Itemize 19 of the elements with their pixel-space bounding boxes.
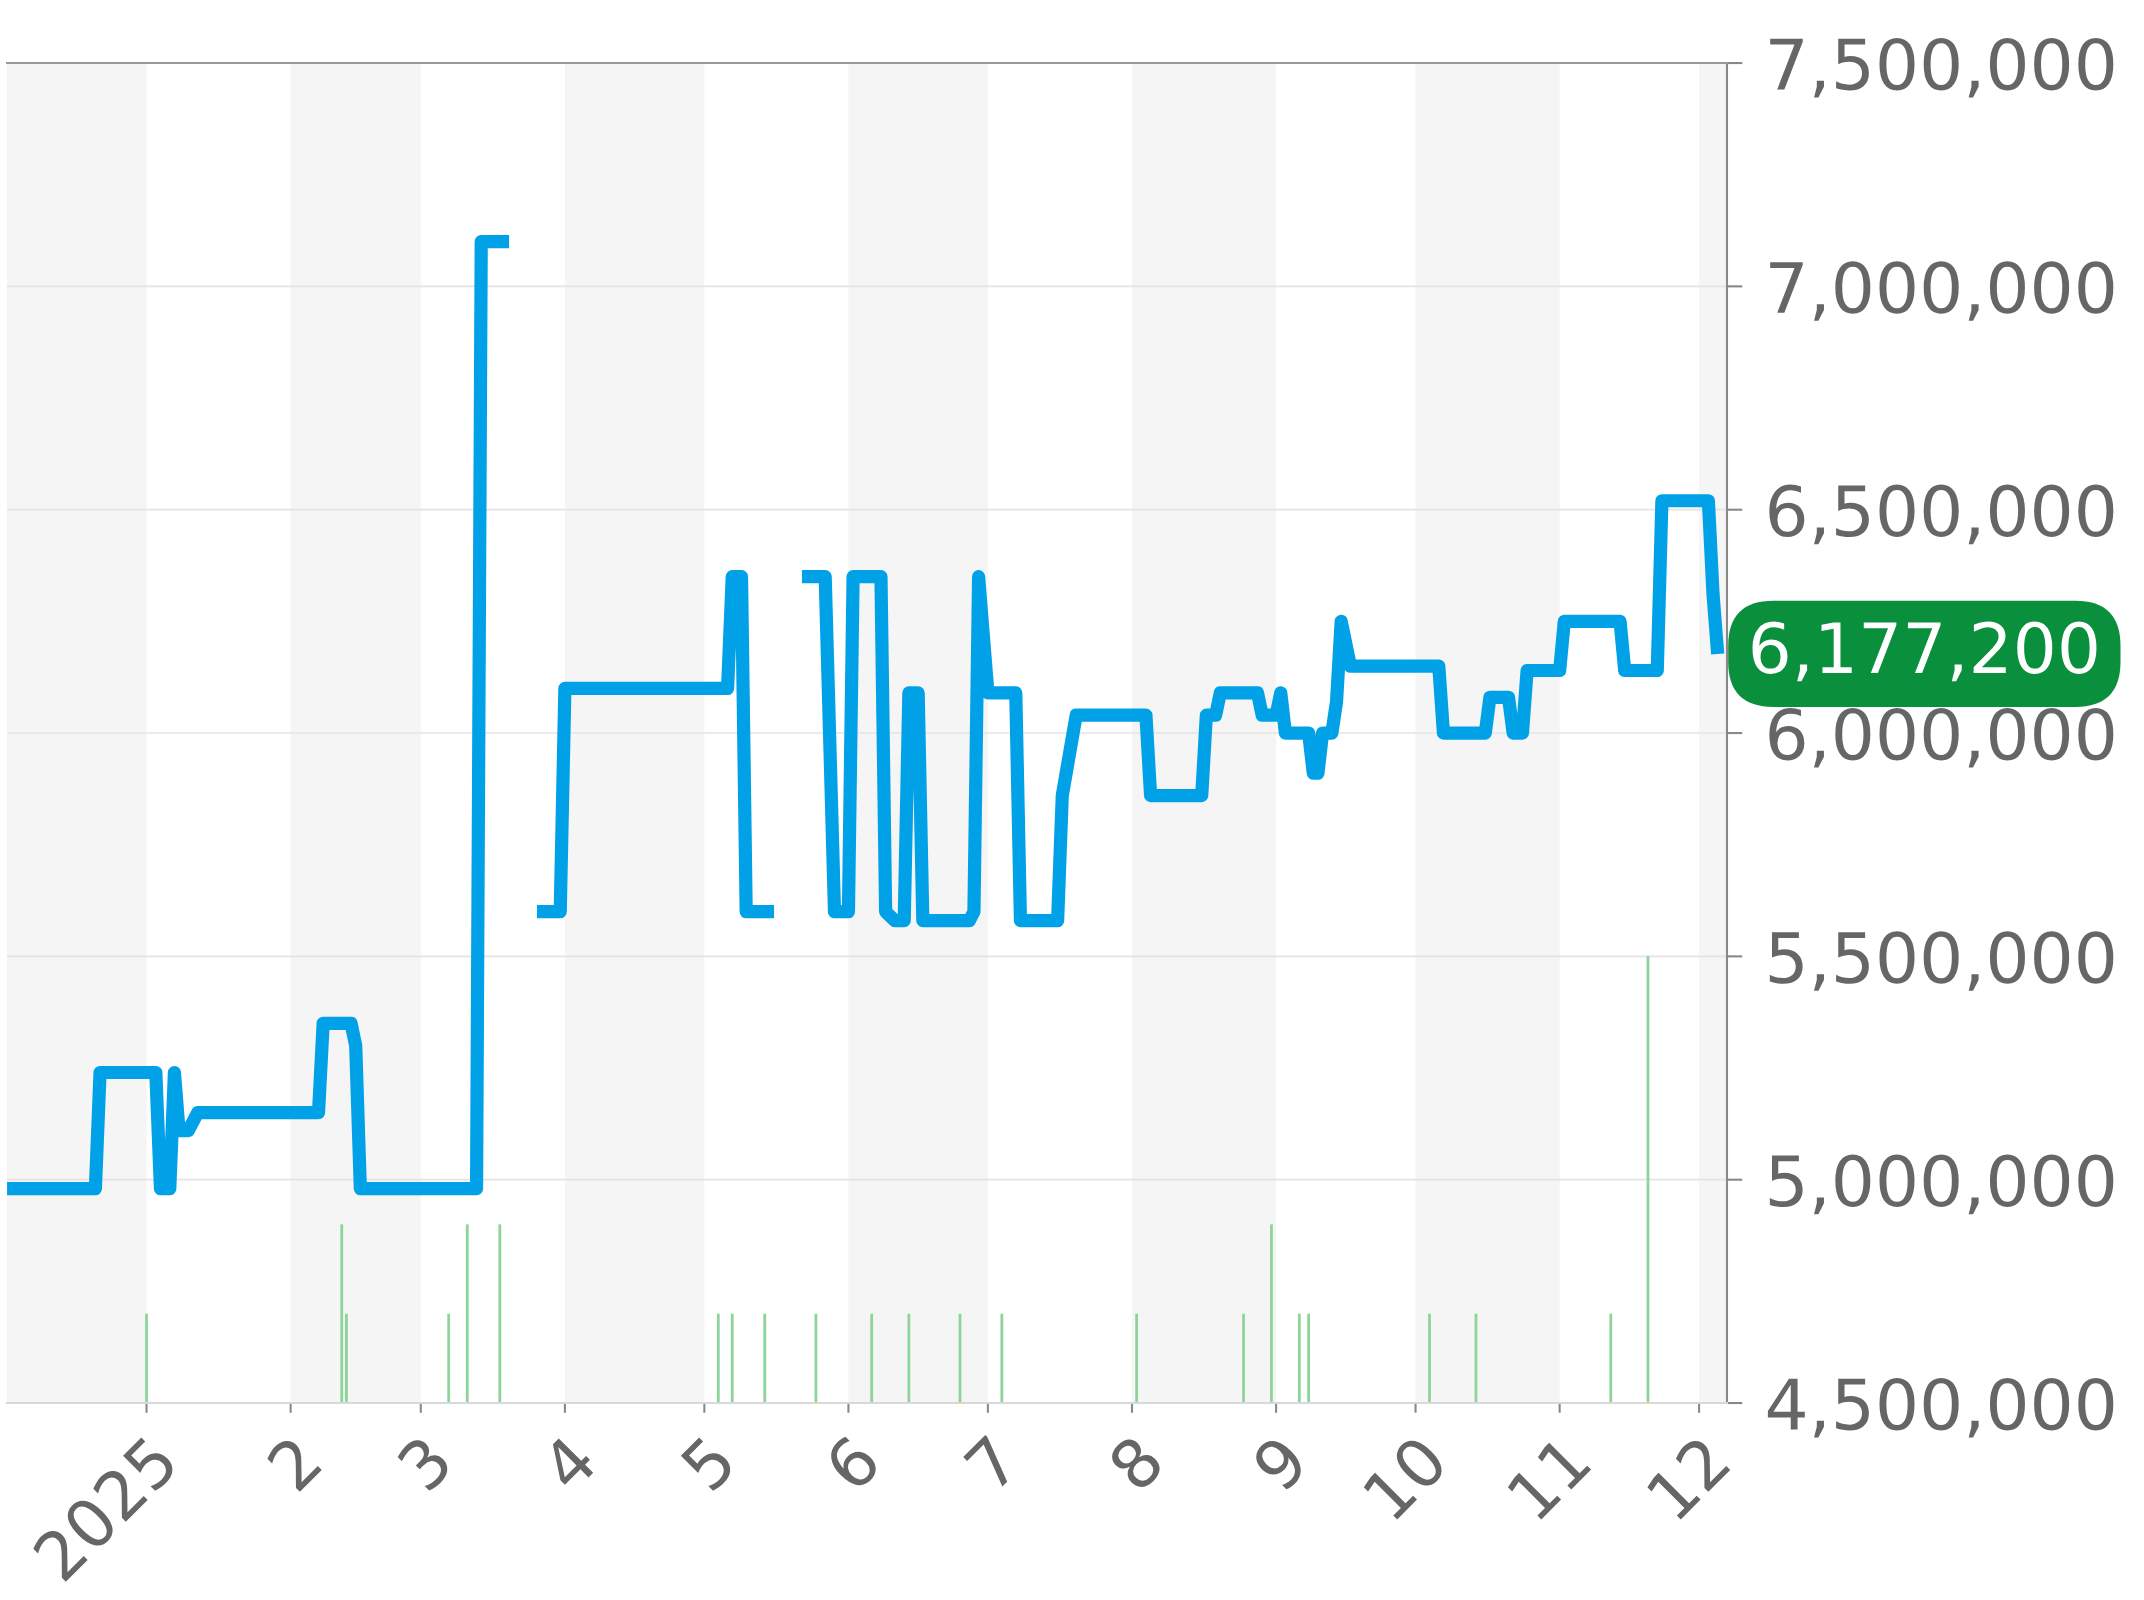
x-tick-label: 5 [679, 1435, 737, 1493]
y-tick-label: 6,000,000 [1769, 707, 2114, 768]
y-tick-label: 6,500,000 [1769, 484, 2114, 545]
x-tick-label: 7 [963, 1434, 1020, 1492]
y-tick-label: 7,000,000 [1770, 261, 2114, 321]
x-tick-label: 6 [822, 1433, 882, 1493]
y-tick-label: 7,500,000 [1770, 37, 2114, 98]
x-tick-label: 11 [1506, 1435, 1592, 1521]
x-tick-label: 3 [395, 1434, 454, 1493]
data-label: 6,177,200 [1752, 621, 2097, 682]
x-tick-label: 8 [1106, 1433, 1166, 1493]
x-tick-label: 2 [264, 1434, 322, 1492]
x-tick-label: 9 [1249, 1433, 1310, 1493]
x-tick-label: 12 [1645, 1434, 1731, 1521]
x-tick-label: 4 [538, 1433, 599, 1493]
y-tick-label: 5,000,000 [1769, 1154, 2114, 1215]
y-tick-label: 4,500,000 [1767, 1377, 2114, 1438]
y-tick-label: 5,500,000 [1769, 931, 2114, 991]
x-tick-label: 10 [1361, 1433, 1449, 1521]
